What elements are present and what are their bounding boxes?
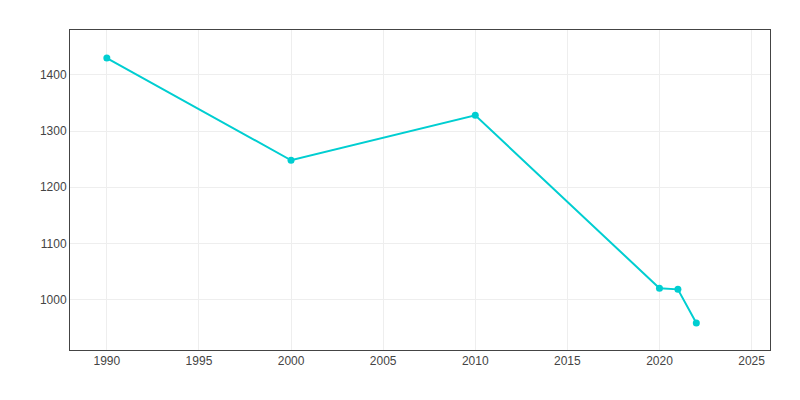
svg-text:2000: 2000 bbox=[278, 354, 305, 368]
svg-text:1995: 1995 bbox=[186, 354, 213, 368]
svg-text:1400: 1400 bbox=[40, 68, 67, 82]
svg-text:2010: 2010 bbox=[462, 354, 489, 368]
svg-text:2020: 2020 bbox=[646, 354, 673, 368]
svg-text:2025: 2025 bbox=[738, 354, 765, 368]
svg-text:2005: 2005 bbox=[370, 354, 397, 368]
svg-text:1300: 1300 bbox=[40, 124, 67, 138]
svg-text:1000: 1000 bbox=[40, 293, 67, 307]
svg-text:1100: 1100 bbox=[41, 237, 67, 251]
svg-text:1990: 1990 bbox=[93, 354, 120, 368]
svg-text:1200: 1200 bbox=[40, 180, 67, 194]
svg-text:2015: 2015 bbox=[554, 354, 581, 368]
